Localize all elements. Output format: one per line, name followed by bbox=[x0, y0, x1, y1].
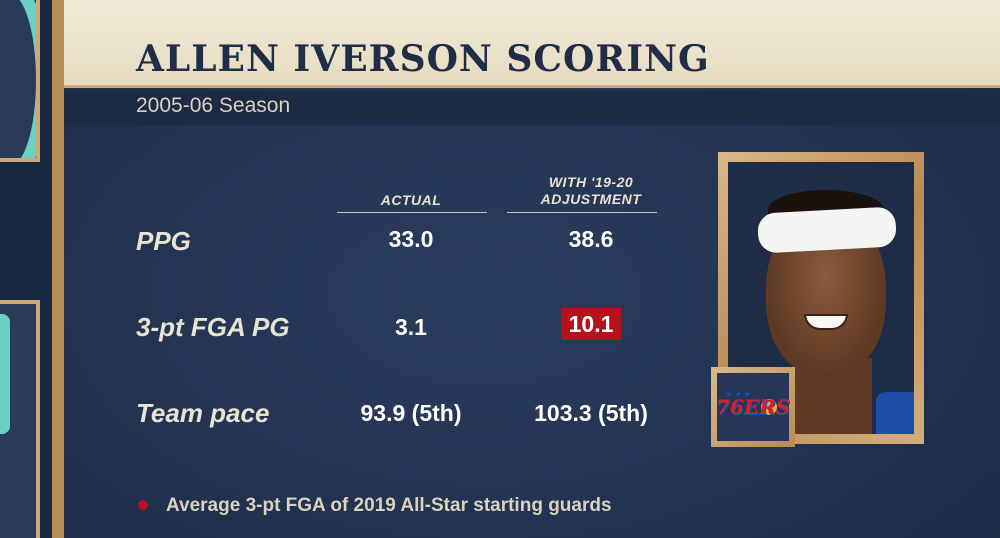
highlighted-value-badge: 10.1 bbox=[560, 308, 622, 340]
decor-frame-bottom bbox=[0, 300, 40, 538]
team-logo-text: 76ERS bbox=[715, 395, 791, 419]
row-label-team-pace: Team pace bbox=[136, 398, 270, 428]
column-header-adjustment-line2: ADJUSTMENT bbox=[540, 191, 642, 207]
headband-icon bbox=[757, 206, 897, 254]
cell-3pt-fga-actual: 3.1 bbox=[395, 314, 427, 340]
basketball-icon bbox=[761, 399, 777, 415]
cell-ppg-actual: 33.0 bbox=[388, 226, 434, 252]
column-header-adjustment: WITH '19-20 ADJUSTMENT bbox=[516, 174, 666, 208]
cell-3pt-fga-adjusted-wrap: 10.1 bbox=[506, 308, 676, 340]
season-subtitle: 2005-06 Season bbox=[136, 94, 291, 117]
logo-stars-icon: ★★★ bbox=[725, 389, 753, 399]
left-decoration bbox=[0, 0, 56, 538]
row-label-3pt-fga: 3-pt FGA PG bbox=[136, 312, 290, 342]
decor-frame-top bbox=[0, 0, 40, 162]
cell-ppg-adjusted: 38.6 bbox=[568, 226, 614, 252]
footnote-red-dot-icon bbox=[138, 500, 148, 510]
footnote-text: Average 3-pt FGA of 2019 All-Star starti… bbox=[166, 495, 612, 516]
header-divider-adjustment bbox=[507, 212, 657, 213]
team-logo-frame: ★★★ 76ERS bbox=[711, 367, 795, 447]
cell-pace-adjusted: 103.3 (5th) bbox=[534, 400, 648, 426]
player-photo-frame bbox=[718, 152, 924, 444]
team-logo: ★★★ 76ERS bbox=[715, 373, 791, 441]
page-title: ALLEN IVERSON SCORING bbox=[136, 38, 710, 80]
column-header-adjustment-line1: WITH '19-20 bbox=[548, 174, 634, 190]
cell-pace-actual: 93.9 (5th) bbox=[360, 400, 462, 426]
row-label-ppg: PPG bbox=[136, 226, 191, 256]
header-divider-actual bbox=[337, 212, 487, 213]
title-bar bbox=[64, 0, 1000, 88]
subtitle-bar bbox=[64, 91, 1000, 125]
column-header-actual: ACTUAL bbox=[380, 192, 442, 208]
